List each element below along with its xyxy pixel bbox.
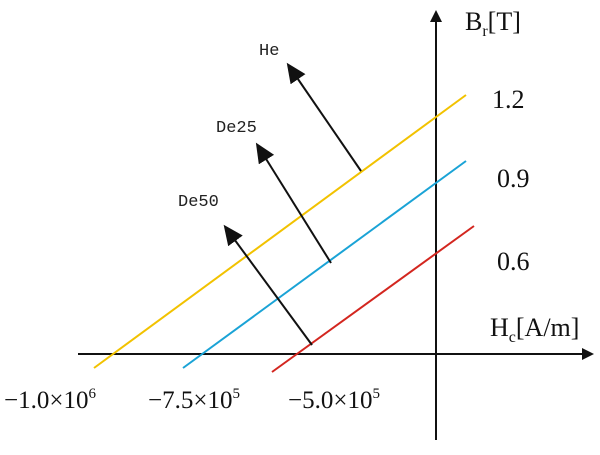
hc-label-de50-exp: 5 [372, 386, 380, 402]
label-he: He [259, 42, 279, 61]
label-de50: De50 [178, 193, 219, 212]
x-axis-title-main: H [490, 313, 509, 342]
arrow-de50 [223, 224, 313, 346]
hc-label-he-exp: 6 [88, 386, 96, 402]
hc-label-de50: −5.0×105 [288, 386, 380, 414]
hc-label-he-base: −1.0×10 [4, 387, 88, 414]
x-axis-title: Hc[A/m] [490, 313, 579, 346]
hc-label-de25-base: −7.5×10 [148, 387, 232, 414]
arrow-de25 [255, 142, 332, 264]
line-de25 [182, 160, 467, 369]
br-label-de50: 0.6 [497, 247, 530, 276]
hc-label-he: −1.0×106 [4, 386, 96, 414]
x-axis-title-sub: c [509, 329, 516, 346]
hc-label-de50-base: −5.0×10 [288, 387, 372, 414]
br-label-de25: 0.9 [497, 164, 530, 193]
x-axis-title-unit: [A/m] [516, 313, 580, 342]
line-he [93, 94, 467, 369]
label-de25: De25 [216, 119, 257, 138]
y-axis-title-unit: [T] [488, 7, 521, 36]
hc-label-de25: −7.5×105 [148, 386, 240, 414]
arrow-he [286, 62, 362, 172]
line-de50 [271, 225, 475, 373]
br-label-he: 1.2 [492, 85, 525, 114]
hc-label-de25-exp: 5 [232, 386, 240, 402]
y-axis-title-main: B [465, 7, 482, 36]
y-axis-title: Br[T] [465, 7, 521, 40]
y-axis-title-sub: r [482, 23, 488, 40]
